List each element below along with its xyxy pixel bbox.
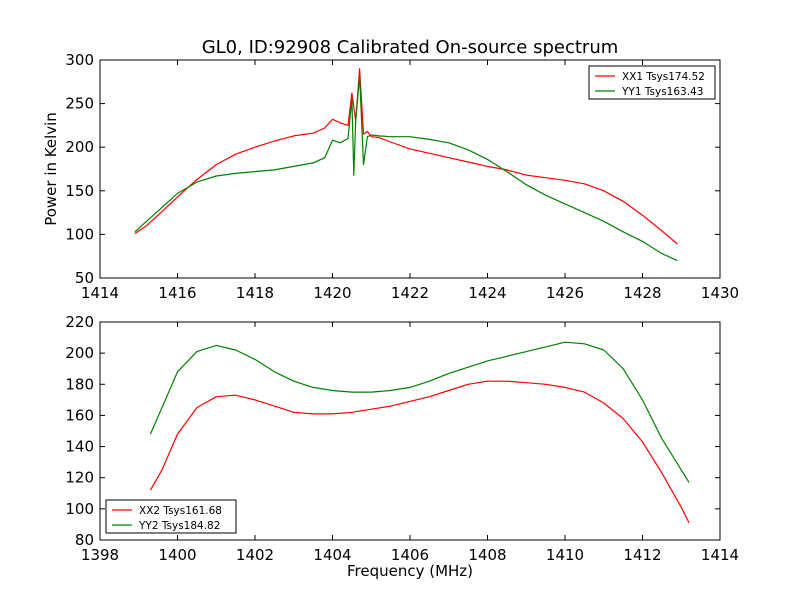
top-panel: 1414 1416 1418 1420 1422 1424 1426 1428 1430 50 10… <box>42 51 739 302</box>
x-tick-label: 1408 <box>468 546 506 564</box>
x-tick-label: 1422 <box>391 284 429 302</box>
legend-entry: XX2 Tsys161.68 <box>139 505 222 517</box>
y-tick-label: 80 <box>75 531 94 549</box>
legend-entry: XX1 Tsys174.52 <box>622 71 705 83</box>
plot-frame <box>99 59 721 279</box>
x-tick-label: 1414 <box>701 546 739 564</box>
x-tick-label: 1412 <box>623 546 661 564</box>
y-tick-label: 160 <box>65 406 94 424</box>
y-tick-label: 300 <box>65 51 94 69</box>
x-tick-label: 1398 <box>81 546 119 564</box>
series-line-xx <box>134 68 678 245</box>
series-line-yy <box>134 75 678 262</box>
x-tick-label: 1420 <box>313 284 351 302</box>
bottom-panel: 1398 1400 1402 1404 1406 1408 1410 1412 1414 80 10… <box>65 313 739 564</box>
x-tick-label: 1414 <box>81 284 119 302</box>
legend-entry: YY2 Tsys184.82 <box>138 520 220 532</box>
x-tick-label: 1418 <box>236 284 274 302</box>
x-tick-label: 1400 <box>158 546 196 564</box>
y-tick-label: 100 <box>65 500 94 518</box>
y-tick-label: 200 <box>65 344 94 362</box>
y-tick-label: 250 <box>65 95 94 113</box>
y-tick-label: 180 <box>65 375 94 393</box>
x-axis-label: Frequency (MHz) <box>347 562 473 580</box>
y-axis-label: Power in Kelvin <box>42 112 60 226</box>
y-tick-label: 150 <box>65 182 94 200</box>
y-tick-label: 200 <box>65 138 94 156</box>
legend-box <box>105 499 237 534</box>
x-tick-label: 1402 <box>236 546 274 564</box>
legend-entry: YY1 Tsys163.43 <box>621 86 703 98</box>
x-tick-label: 1424 <box>468 284 506 302</box>
x-tick-label: 1406 <box>391 546 429 564</box>
y-tick-label: 120 <box>65 469 94 487</box>
y-tick-label: 220 <box>65 313 94 331</box>
plot-frame <box>99 321 721 541</box>
legend: XX1 Tsys174.52 YY1 Tsys163.43 <box>588 65 716 100</box>
legend: XX2 Tsys161.68 YY2 Tsys184.82 <box>105 499 237 534</box>
x-tick-label: 1428 <box>623 284 661 302</box>
chart-title: GL0, ID:92908 Calibrated On-source spect… <box>202 37 619 58</box>
legend-box <box>588 65 716 100</box>
x-tick-label: 1404 <box>313 546 351 564</box>
y-tick-label: 140 <box>65 438 94 456</box>
series-line-yy <box>149 341 690 483</box>
x-tick-label: 1410 <box>546 546 584 564</box>
y-tick-label: 100 <box>65 225 94 243</box>
x-tick-label: 1416 <box>158 284 196 302</box>
x-tick-label: 1430 <box>701 284 739 302</box>
x-tick-label: 1426 <box>546 284 584 302</box>
series-line-xx <box>149 380 690 524</box>
y-tick-label: 50 <box>75 269 94 287</box>
